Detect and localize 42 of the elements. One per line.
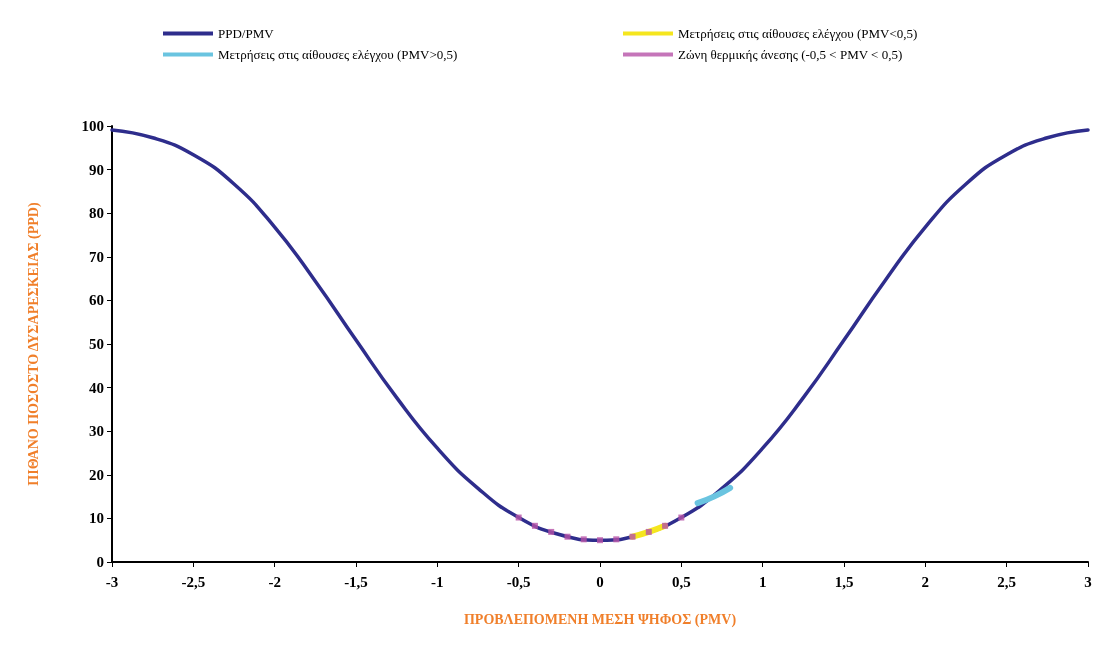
legend-label: Μετρήσεις στις αίθουσες ελέγχου (PMV<0,5) [678,26,918,41]
point [629,533,636,540]
y-tick-label: 40 [89,379,104,396]
point [515,514,522,521]
x-tick-label: 2,5 [997,573,1017,590]
legend-label: Ζώνη θερμικής άνεσης (-0,5 < PMV < 0,5) [678,47,903,62]
x-tick-label: -3 [105,573,119,590]
point [564,533,571,540]
y-tick-label: 90 [89,161,104,178]
y-tick-label: 0 [96,554,104,570]
point [597,537,603,544]
y-tick-label: 80 [89,205,104,222]
point [645,528,652,535]
x-tick-label: 1,5 [834,573,854,590]
point [678,514,685,521]
x-axis-title: ΠΡΟΒΛΕΠΟΜΕΝΗ ΜΕΣΗ ΨΗΦΟΣ (PMV) [463,611,737,628]
y-tick-label: 10 [89,510,104,527]
x-tick-label: -1 [431,573,444,590]
y-tick-label: 50 [89,336,104,352]
x-tick-label: 0 [596,573,604,590]
x-tick-label: -0,5 [506,573,531,590]
x-tick-label: 2 [921,573,930,590]
x-tick-label: 0,5 [671,573,691,590]
x-tick-label: 3 [1084,573,1092,590]
point [531,522,538,529]
y-tick-label: 30 [89,423,104,440]
x-tick-label: -1,5 [344,573,368,590]
point [613,536,620,543]
x-tick-label: 1 [758,573,767,590]
y-tick-label: 60 [89,292,104,309]
y-tick-label: 70 [89,248,104,265]
point [580,536,587,543]
y-axis-title: ΠΙΘΑΝΟ ΠΟΣΟΣΤΟ ΔΥΣΑΡΕΣΚΕΙΑΣ (PPD) [25,202,42,486]
point [548,528,555,535]
y-tick-label: 100 [81,118,104,134]
legend-label: Μετρήσεις στις αίθουσες ελέγχου (PMV>0,5) [218,47,458,62]
point [662,522,669,529]
x-tick-label: -2 [268,573,281,590]
y-tick-label: 20 [89,466,104,483]
legend-label: PPD/PMV [218,26,275,41]
x-tick-label: -2,5 [181,573,206,590]
line-series [110,128,1090,542]
